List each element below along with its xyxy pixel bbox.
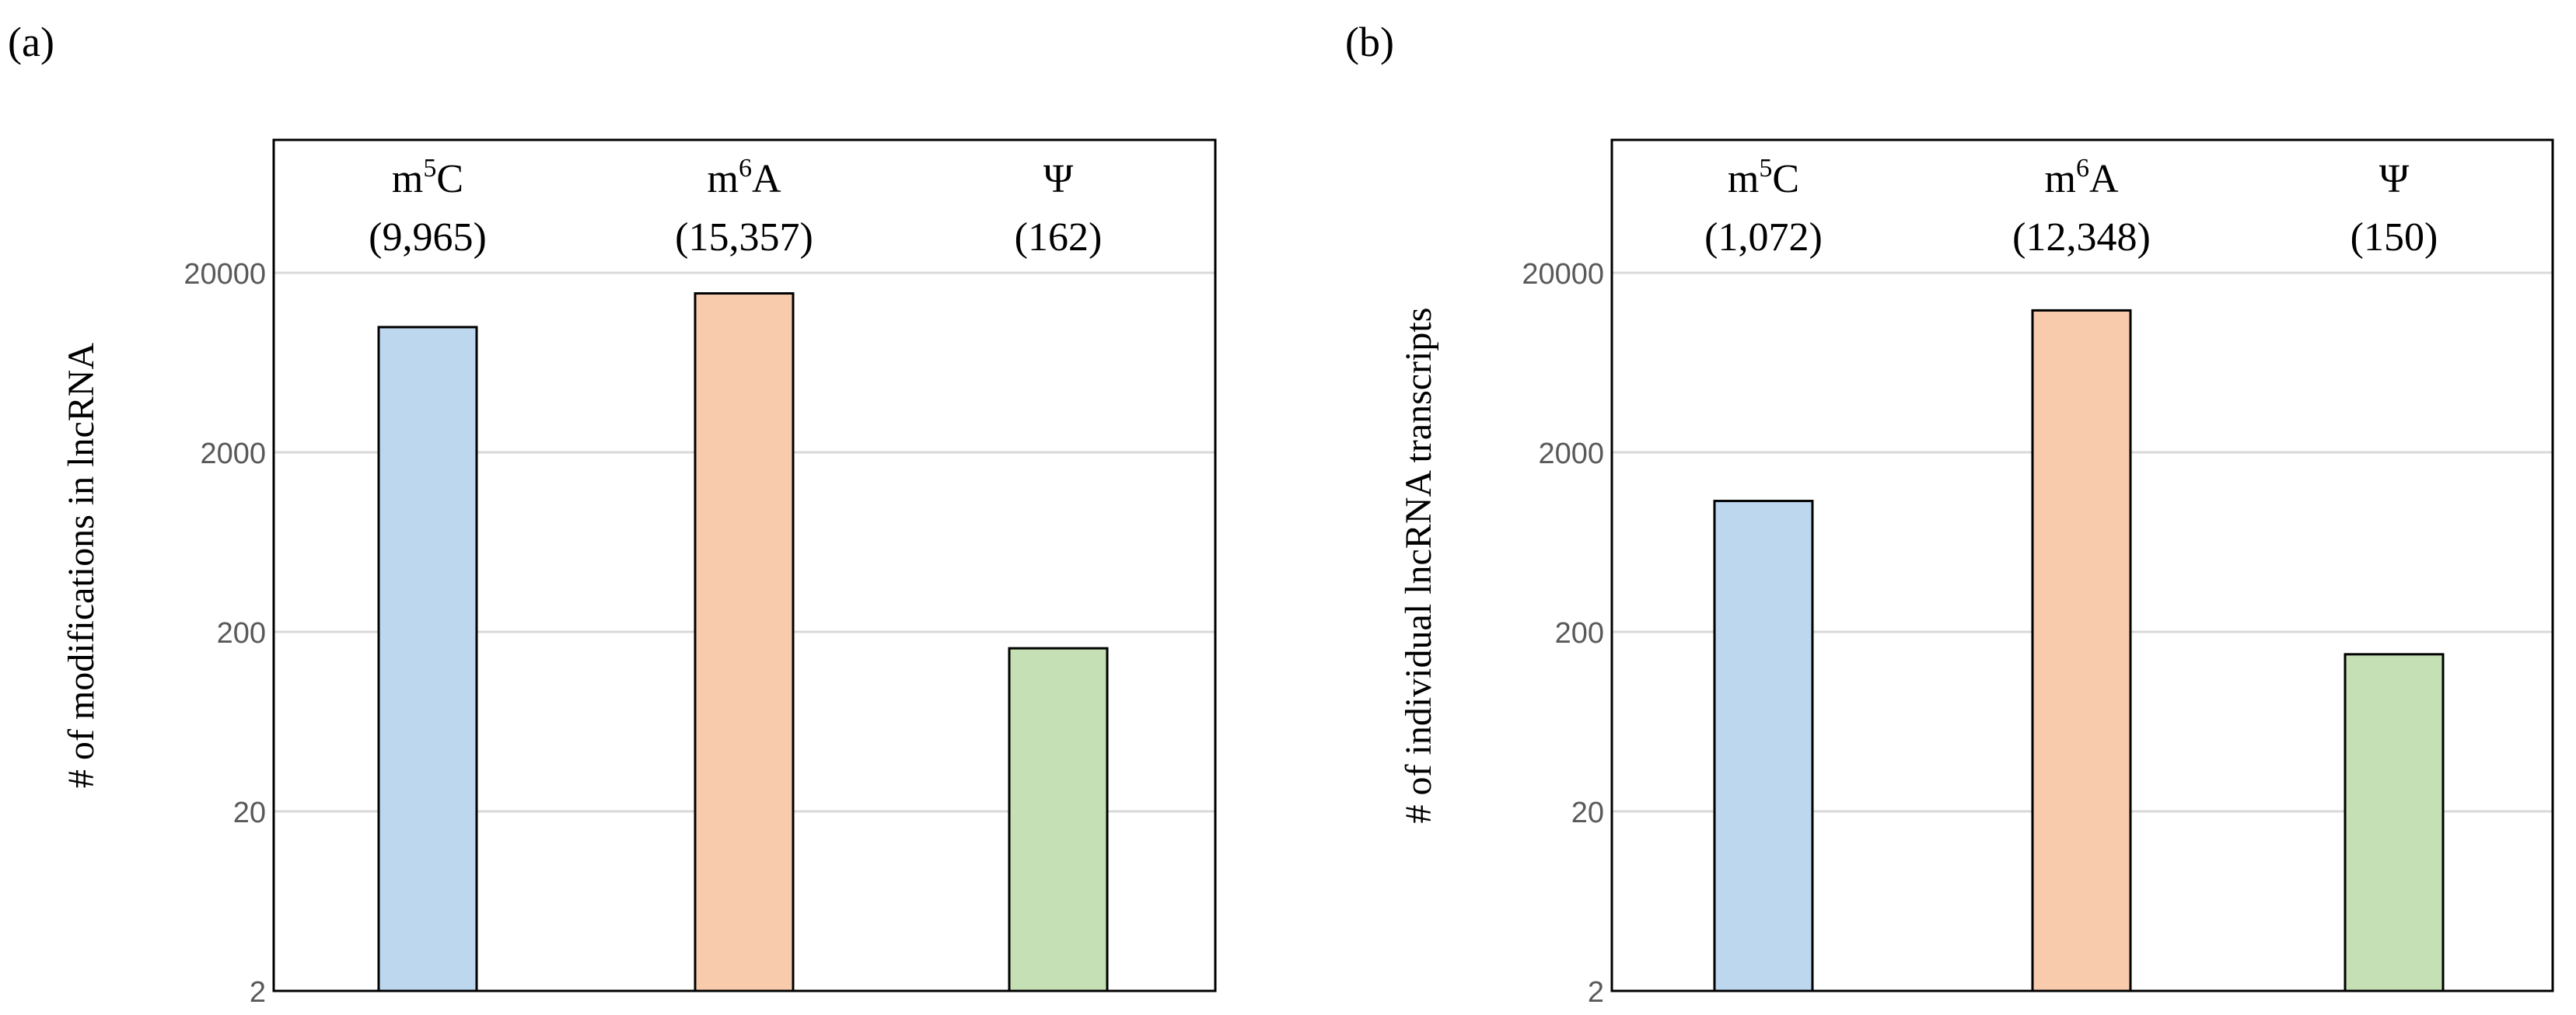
y-axis-label: # of modifications in lncRNA xyxy=(61,343,102,789)
data-label: (15,357) xyxy=(675,215,813,260)
y-tick-label: 200 xyxy=(1555,617,1604,650)
category-label: m5C xyxy=(1728,154,1799,201)
category-label: Ψ xyxy=(1043,157,1074,201)
bar xyxy=(694,292,795,992)
y-tick-label: 200 xyxy=(217,617,266,650)
y-tick-label: 2 xyxy=(1588,976,1604,1009)
chart-panel-1: (a) 2 20 200 2000 20000 m5C (9,965) m6A (15,357) Ψ… xyxy=(8,19,1217,1009)
chart-panel-2: (b) 2 20 200 2000 20000 m5C (1,072) m6A (12,348) Ψ… xyxy=(1345,19,2554,1009)
panel-label: (a) xyxy=(8,19,54,65)
y-tick-label: 20000 xyxy=(1522,258,1604,291)
y-tick-label: 2000 xyxy=(1538,438,1604,470)
bar xyxy=(1713,500,1814,992)
category-label: Ψ xyxy=(2379,157,2410,201)
category-label: m6A xyxy=(707,154,781,201)
bar xyxy=(1008,647,1109,992)
data-label: (9,965) xyxy=(369,215,487,260)
category-label: m6A xyxy=(2044,154,2118,201)
y-tick-label: 20 xyxy=(1571,797,1604,829)
plot-frame xyxy=(272,138,1217,992)
panel-label: (b) xyxy=(1345,19,1394,65)
plot-frame xyxy=(1610,138,2554,992)
y-tick-label: 2 xyxy=(250,976,266,1009)
y-tick-label: 20000 xyxy=(184,258,266,291)
bar xyxy=(2344,653,2445,992)
category-label: m5C xyxy=(392,154,463,201)
bar xyxy=(2031,309,2132,992)
y-tick-label: 2000 xyxy=(200,438,266,470)
bar xyxy=(377,326,478,992)
y-tick-label: 20 xyxy=(233,797,266,829)
data-label: (162) xyxy=(1015,215,1103,260)
data-label: (150) xyxy=(2351,215,2438,260)
data-label: (12,348) xyxy=(2012,215,2151,260)
data-label: (1,072) xyxy=(1704,215,1823,260)
y-axis-label: # of individual lncRNA transcripts xyxy=(1398,308,1439,824)
